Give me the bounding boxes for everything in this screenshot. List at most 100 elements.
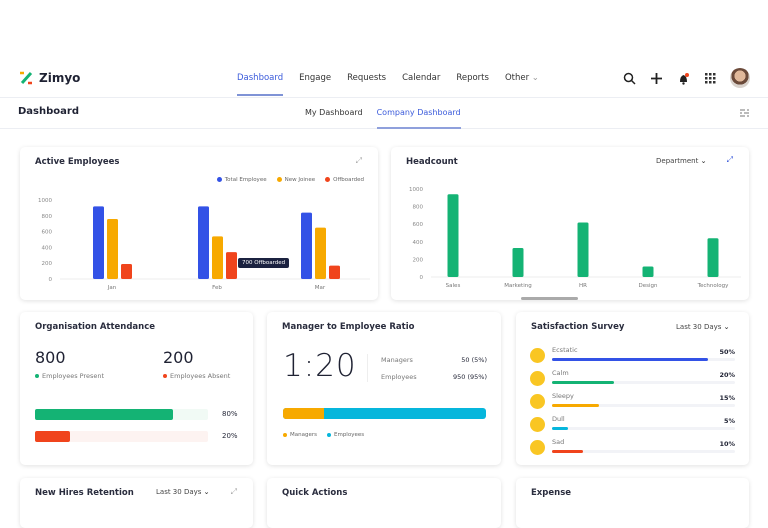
chart-tooltip: 700 Offboarded bbox=[238, 258, 290, 268]
survey-label: Sad bbox=[552, 438, 565, 446]
survey-item: Calm 20% bbox=[530, 369, 735, 389]
absent-label: Employees Absent bbox=[163, 372, 230, 380]
bell-icon[interactable] bbox=[677, 72, 690, 85]
avatar[interactable] bbox=[730, 68, 750, 88]
y-tick-label: 200 bbox=[42, 261, 53, 267]
expense-card: Expense bbox=[516, 478, 749, 528]
survey-label: Ecstatic bbox=[552, 346, 578, 354]
x-tick-label: Marketing bbox=[504, 283, 531, 289]
headcount-chart: 0 200 400 600 800 1000 Sales Marketing HR Design T… bbox=[409, 187, 741, 289]
managers-label: Managers bbox=[381, 356, 413, 364]
expand-icon[interactable]: ⤢ bbox=[355, 156, 362, 165]
bar-new-joinee bbox=[315, 227, 326, 279]
main-nav: Dashboard Engage Requests Calendar Repor… bbox=[237, 73, 539, 96]
bar-offboarded bbox=[329, 265, 340, 279]
legend-new-joinee: New Joinee bbox=[276, 177, 315, 183]
y-tick-label: 200 bbox=[413, 257, 424, 263]
x-tick-label: HR bbox=[579, 283, 587, 289]
tab-my-dashboard[interactable]: My Dashboard bbox=[305, 108, 363, 117]
ratio-legend: Managers Employees bbox=[283, 432, 364, 438]
department-dropdown[interactable]: Department ⌄ bbox=[656, 157, 707, 165]
present-pct: 80% bbox=[222, 410, 238, 418]
survey-item: Sleepy 15% bbox=[530, 392, 735, 412]
nav-reports[interactable]: Reports bbox=[456, 73, 489, 83]
absent-count: 200 bbox=[163, 348, 194, 367]
expand-icon[interactable]: ⤢ bbox=[726, 155, 733, 164]
active-employees-chart: 0 200 400 600 800 1000 Jan Feb Mar bbox=[38, 198, 370, 291]
x-tick-label: Sales bbox=[446, 283, 461, 289]
y-tick-label: 600 bbox=[42, 230, 53, 236]
card-title: Organisation Attendance bbox=[35, 322, 156, 332]
bar-total-employee bbox=[198, 206, 209, 279]
x-tick-label: Technology bbox=[697, 283, 730, 289]
survey-pct: 50% bbox=[719, 348, 735, 356]
top-navbar: Zimyo Dashboard Engage Requests Calendar… bbox=[0, 60, 768, 98]
zimyo-logo-icon bbox=[20, 71, 33, 85]
x-tick-label: Design bbox=[639, 283, 659, 289]
tab-company-dashboard[interactable]: Company Dashboard bbox=[376, 108, 461, 129]
survey-pct: 15% bbox=[719, 394, 735, 402]
ratio-card: Manager to Employee Ratio 1:20 Managers … bbox=[267, 312, 501, 465]
horizontal-scrollbar[interactable] bbox=[521, 297, 578, 300]
active-employees-card: Active Employees ⤢ Total Employee New Jo… bbox=[20, 147, 378, 300]
brand-logo[interactable]: Zimyo bbox=[18, 71, 80, 85]
card-title: Expense bbox=[531, 488, 572, 498]
chart-legend: Total Employee New Joinee Offboarded bbox=[216, 177, 364, 183]
bar-design bbox=[642, 266, 654, 277]
legend-managers: Managers bbox=[283, 432, 317, 438]
headcount-card: Headcount Department ⌄ ⤢ 0 200 400 600 800 10… bbox=[391, 147, 749, 300]
nav-calendar[interactable]: Calendar bbox=[402, 73, 441, 83]
nav-requests[interactable]: Requests bbox=[347, 73, 387, 83]
survey-item: Sad 10% bbox=[530, 438, 735, 458]
bar-offboarded bbox=[226, 252, 237, 279]
nav-dashboard[interactable]: Dashboard bbox=[237, 73, 284, 96]
x-tick-label: Mar bbox=[315, 285, 326, 291]
bar-total-employee bbox=[93, 206, 104, 279]
employees-label: Employees bbox=[381, 373, 417, 381]
absent-pct: 20% bbox=[222, 432, 238, 440]
y-tick-label: 400 bbox=[413, 240, 424, 246]
bar-marketing bbox=[512, 247, 524, 277]
retention-period-dropdown[interactable]: Last 30 Days ⌄ bbox=[156, 488, 210, 496]
emoji-calm-icon bbox=[530, 371, 545, 386]
bar-total-employee bbox=[301, 212, 312, 279]
brand-name: Zimyo bbox=[39, 71, 81, 85]
satisfaction-survey-card: Satisfaction Survey Last 30 Days ⌄ Ecsta… bbox=[516, 312, 749, 465]
y-tick-label: 0 bbox=[420, 275, 424, 281]
survey-bar bbox=[552, 404, 735, 407]
ratio-bar bbox=[283, 408, 486, 419]
survey-bar bbox=[552, 450, 735, 453]
bar-hr bbox=[577, 222, 589, 277]
quick-actions-card: Quick Actions bbox=[267, 478, 501, 528]
managers-value: 50 (5%) bbox=[461, 356, 487, 364]
expand-icon[interactable]: ⤢ bbox=[230, 487, 237, 496]
y-tick-label: 400 bbox=[42, 245, 53, 251]
survey-label: Dull bbox=[552, 415, 565, 423]
y-tick-label: 0 bbox=[49, 277, 53, 283]
nav-engage[interactable]: Engage bbox=[299, 73, 332, 83]
new-hires-retention-card: New Hires Retention Last 30 Days ⌄ ⤢ bbox=[20, 478, 253, 528]
nav-other-label: Other bbox=[504, 73, 530, 83]
apps-grid-icon[interactable] bbox=[704, 72, 716, 84]
survey-pct: 10% bbox=[719, 440, 735, 448]
y-tick-label: 800 bbox=[413, 205, 424, 211]
card-title: New Hires Retention bbox=[35, 488, 134, 498]
survey-label: Calm bbox=[552, 369, 569, 377]
legend-employees: Employees bbox=[326, 432, 364, 438]
customize-layout-icon[interactable] bbox=[739, 108, 750, 118]
survey-period-dropdown[interactable]: Last 30 Days ⌄ bbox=[676, 323, 730, 331]
plus-icon[interactable] bbox=[650, 72, 663, 85]
emoji-dull-icon bbox=[530, 417, 545, 432]
nav-other[interactable]: Other ⌄ bbox=[505, 73, 539, 83]
search-icon[interactable] bbox=[623, 72, 636, 85]
card-title: Quick Actions bbox=[282, 488, 348, 498]
y-tick-label: 1000 bbox=[38, 198, 52, 204]
bar-new-joinee bbox=[107, 218, 118, 279]
ratio-value: 1:20 bbox=[283, 348, 357, 384]
legend-offboarded: Offboarded bbox=[325, 177, 364, 183]
bar-offboarded bbox=[121, 263, 132, 279]
bar-new-joinee bbox=[212, 236, 223, 279]
survey-bar bbox=[552, 427, 735, 430]
attendance-card: Organisation Attendance 800 Employees Pr… bbox=[20, 312, 253, 465]
y-tick-label: 800 bbox=[42, 214, 53, 220]
